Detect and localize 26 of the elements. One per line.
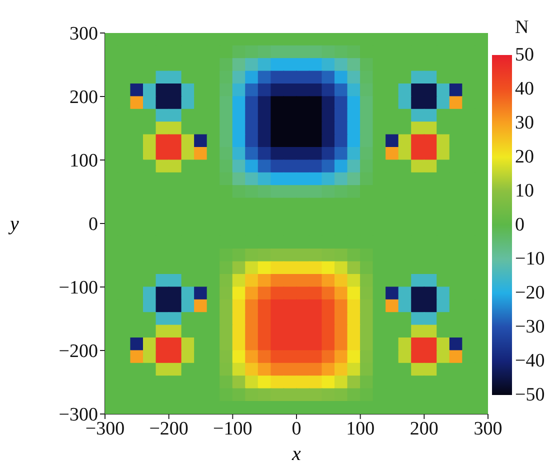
- color-bar-label: 10: [515, 180, 534, 202]
- y-tick-label: −200: [58, 341, 98, 362]
- color-bar-label: −50: [515, 384, 545, 406]
- color-bar-label: 0: [515, 214, 524, 236]
- x-tick-label: −100: [213, 418, 252, 440]
- color-bar-label: −40: [515, 350, 545, 372]
- y-tick-label: −100: [58, 278, 98, 299]
- x-tick-label: 300: [474, 418, 502, 440]
- x-tick-label: 100: [346, 418, 375, 440]
- color-bar-label: 30: [515, 112, 534, 134]
- x-tick-label: −200: [149, 418, 188, 440]
- color-bar-label: 50: [515, 44, 534, 66]
- x-tick-label: 0: [292, 418, 302, 440]
- y-axis-title: y: [10, 212, 19, 236]
- y-tick-label: 100: [70, 150, 98, 172]
- y-tick-label: 200: [70, 87, 98, 108]
- color-bar-label: −30: [515, 316, 545, 338]
- y-tick-label: 0: [88, 214, 98, 236]
- x-tick-label: 200: [410, 418, 438, 440]
- color-bar-label: 20: [515, 146, 534, 168]
- x-axis-title: x: [290, 443, 302, 465]
- y-tick-label: 300: [70, 24, 98, 45]
- color-bar-label: −10: [515, 248, 545, 270]
- color-bar-label: 40: [515, 78, 534, 100]
- color-bar-label: −20: [515, 282, 545, 304]
- color-bar-title: N: [515, 17, 529, 38]
